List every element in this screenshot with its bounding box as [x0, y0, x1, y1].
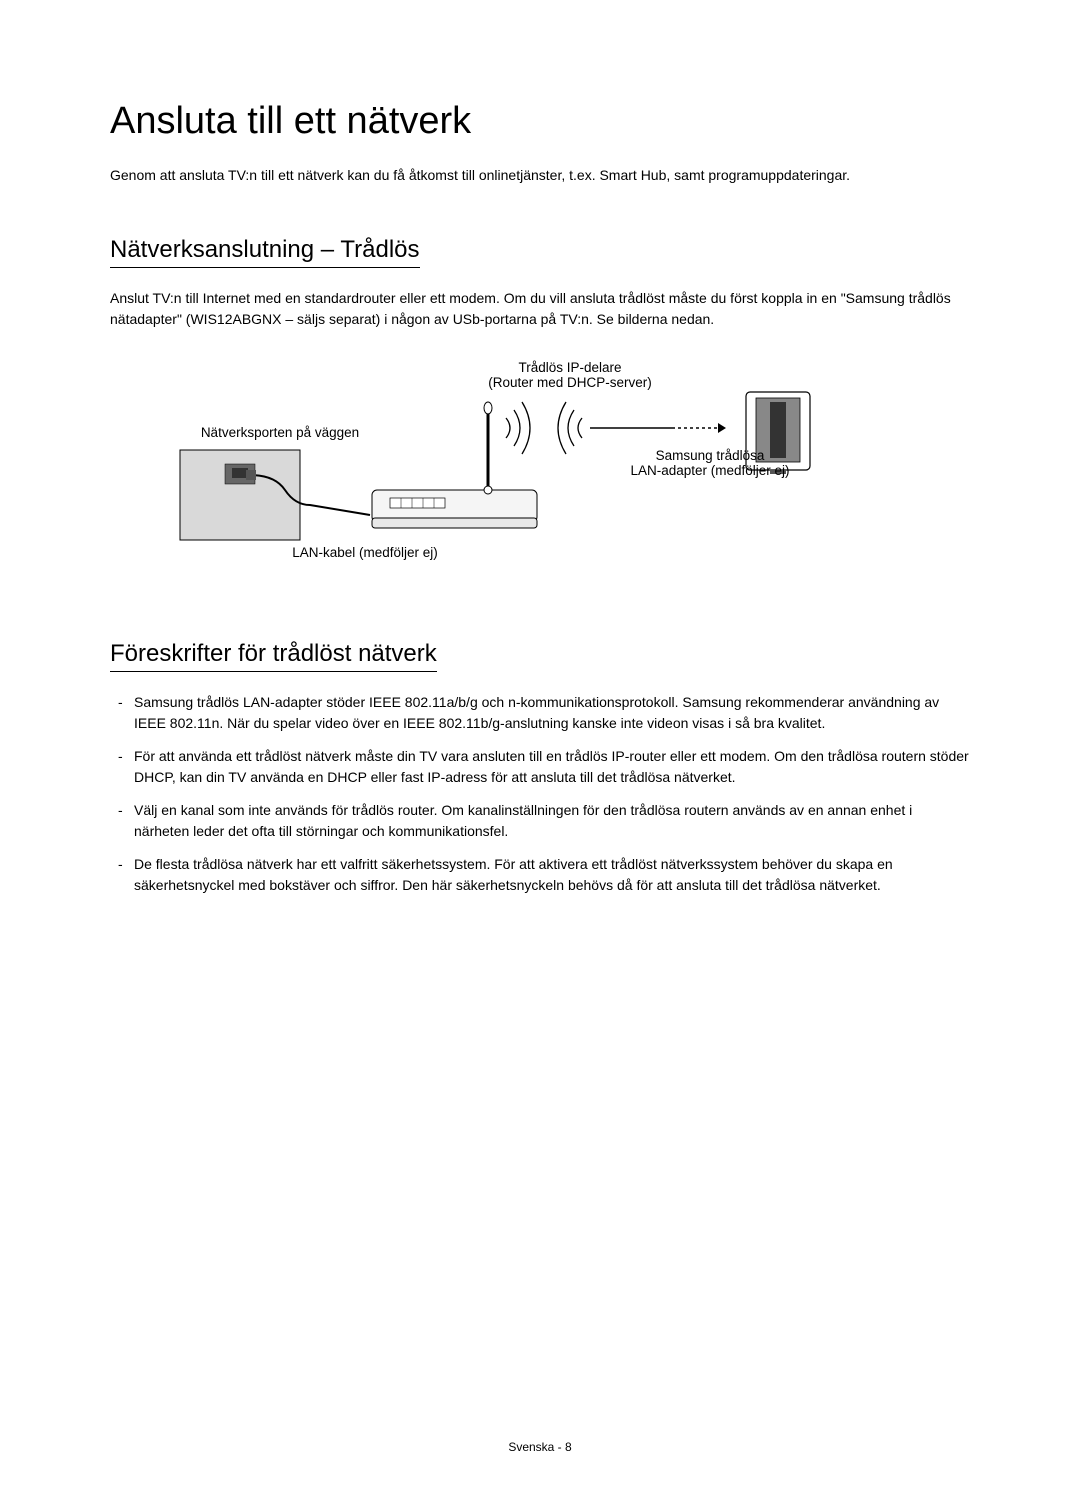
guidelines-list: Samsung trådlös LAN-adapter stöder IEEE …: [110, 692, 970, 896]
list-item: Välj en kanal som inte används för trådl…: [110, 800, 970, 842]
section2-title: Föreskrifter för trådlöst nätverk: [110, 640, 437, 672]
intro-paragraph: Genom att ansluta TV:n till ett nätverk …: [110, 165, 970, 186]
network-diagram: Trådlös IP-delare (Router med DHCP-serve…: [110, 360, 970, 580]
lan-adapter-line1: Samsung trådlösa: [656, 448, 765, 463]
page-footer: Svenska - 8: [0, 1440, 1080, 1454]
wireless-ip-line1: Trådlös IP-delare: [518, 360, 621, 375]
list-item: De flesta trådlösa nätverk har ett valfr…: [110, 854, 970, 896]
diagram-label-lan-cable: LAN-kabel (medföljer ej): [260, 545, 470, 560]
list-item: Samsung trådlös LAN-adapter stöder IEEE …: [110, 692, 970, 734]
page-title: Ansluta till ett nätverk: [110, 100, 970, 143]
section1-title: Nätverksanslutning – Trådlös: [110, 236, 420, 268]
diagram-label-wireless-ip: Trådlös IP-delare (Router med DHCP-serve…: [440, 360, 700, 390]
lan-adapter-line2: LAN-adapter (medföljer ej): [630, 463, 789, 478]
diagram-label-wall-port: Nätverksporten på väggen: [170, 425, 390, 440]
wireless-ip-line2: (Router med DHCP-server): [488, 375, 652, 390]
list-item: För att använda ett trådlöst nätverk mås…: [110, 746, 970, 788]
diagram-label-lan-adapter: Samsung trådlösa LAN-adapter (medföljer …: [570, 448, 850, 478]
section1-text: Anslut TV:n till Internet med en standar…: [110, 288, 970, 330]
